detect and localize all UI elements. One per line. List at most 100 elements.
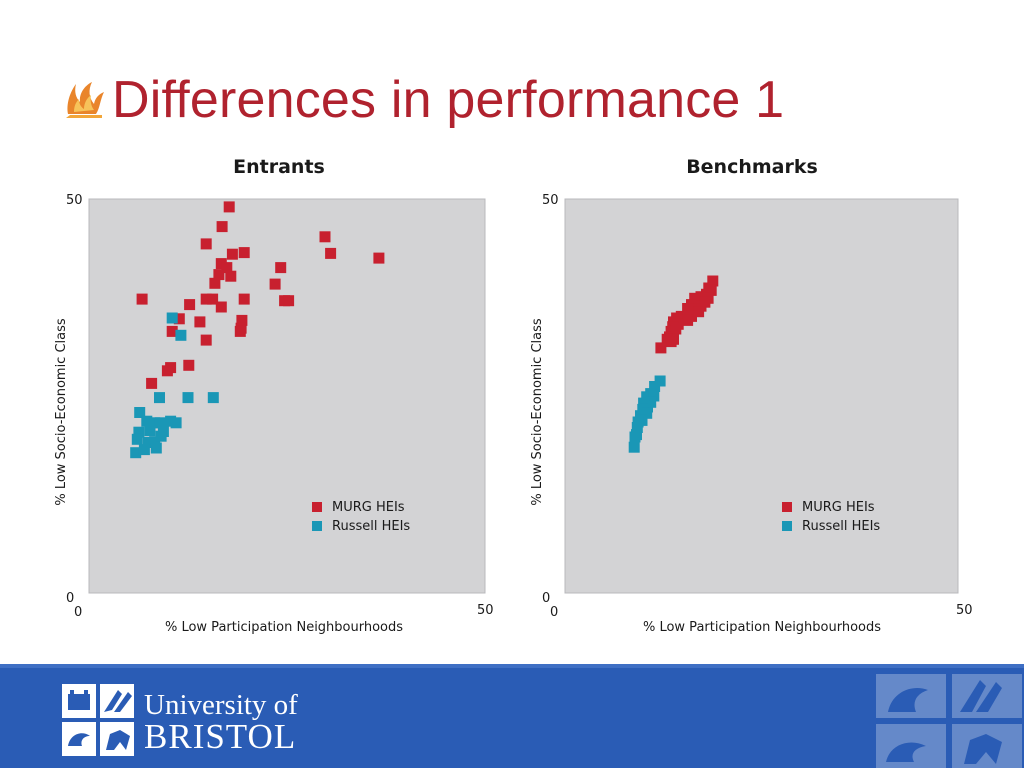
murg-point: [215, 301, 227, 313]
x-tick-min: 0: [74, 605, 82, 620]
y-axis-label: % Low Socio-Economic Class: [54, 318, 69, 506]
russell-point: [628, 441, 640, 453]
murg-point: [682, 314, 694, 326]
russell-point: [154, 417, 166, 429]
legend-swatch-russell: [782, 521, 792, 531]
murg-point: [146, 377, 158, 389]
legend-swatch-russell: [312, 521, 322, 531]
chart-title: Entrants: [233, 156, 325, 178]
x-tick-min: 0: [550, 605, 558, 620]
flame-bullet-icon: [66, 82, 104, 118]
murg-point: [200, 334, 212, 346]
benchmarks-scatter-chart: Benchmarks 50 0 0 50 % Low Participation…: [530, 156, 973, 635]
russell-point: [175, 329, 187, 341]
russell-point: [154, 392, 165, 404]
murg-point: [325, 247, 337, 259]
murg-point: [184, 299, 196, 311]
russell-point: [133, 426, 145, 438]
murg-point: [216, 221, 228, 233]
murg-point: [173, 313, 185, 325]
y-tick-max: 50: [542, 193, 559, 208]
murg-point: [283, 295, 295, 307]
y-tick-min: 0: [542, 591, 550, 606]
footer-bar: University of BRISTOL: [0, 664, 1024, 768]
russell-point: [207, 392, 219, 404]
russell-point: [170, 417, 182, 429]
murg-point: [183, 359, 195, 371]
murg-point: [319, 231, 331, 243]
plot-area: [564, 198, 959, 594]
russell-point: [149, 436, 161, 448]
university-crest-logo: [62, 684, 134, 756]
russell-point: [629, 431, 641, 443]
russell-point: [134, 407, 146, 418]
russell-point: [142, 437, 154, 448]
russell-point: [131, 433, 143, 445]
legend-label-murg: MURG HEIs: [802, 500, 875, 515]
murg-point: [670, 323, 682, 335]
russell-point: [649, 381, 661, 392]
murg-point: [665, 336, 677, 348]
russell-point: [641, 407, 653, 419]
murg-point: [238, 247, 250, 259]
murg-point: [373, 252, 385, 264]
russell-point: [130, 447, 142, 459]
x-axis-label: % Low Participation Neighbourhoods: [643, 620, 881, 635]
university-wordmark: University of BRISTOL: [144, 690, 298, 754]
x-tick-max: 50: [956, 603, 973, 618]
legend-label-russell: Russell HEIs: [802, 519, 880, 534]
legend-label-russell: Russell HEIs: [332, 519, 410, 534]
murg-point: [194, 316, 206, 328]
chart-title: Benchmarks: [686, 156, 818, 178]
russell-point: [144, 425, 156, 437]
murg-point: [213, 269, 225, 281]
russell-point: [155, 430, 167, 442]
legend: MURG HEIs Russell HEIs: [782, 500, 880, 534]
data-points: [130, 201, 385, 459]
murg-point: [207, 293, 219, 305]
y-tick-max: 50: [66, 193, 83, 208]
data-points: [628, 275, 719, 453]
russell-point: [631, 422, 643, 433]
x-tick-max: 50: [477, 603, 494, 618]
murg-point: [221, 262, 233, 274]
slide-title-row: Differences in performance 1: [62, 62, 784, 138]
murg-point: [166, 325, 178, 337]
plot-area: [88, 198, 486, 594]
university-line1: University of: [144, 689, 298, 721]
legend-label-murg: MURG HEIs: [332, 500, 405, 515]
russell-point: [182, 392, 194, 404]
footer-band: [0, 664, 1024, 668]
crest-watermark-icon: [876, 674, 1022, 768]
murg-point: [209, 277, 221, 289]
murg-point: [238, 293, 250, 305]
murg-point: [689, 292, 701, 304]
murg-point: [269, 278, 281, 290]
legend-swatch-murg: [782, 502, 792, 512]
russell-point: [150, 442, 162, 454]
murg-point: [223, 201, 235, 213]
y-axis-label: % Low Socio-Economic Class: [530, 318, 545, 506]
murg-point: [136, 293, 148, 305]
russell-point: [141, 415, 153, 427]
russell-point: [641, 391, 653, 403]
y-tick-min: 0: [66, 591, 74, 606]
russell-point: [648, 390, 660, 402]
murg-point: [236, 314, 248, 326]
murg-point: [275, 262, 287, 274]
murg-point: [226, 248, 238, 260]
entrants-scatter-chart: Entrants 50 0 0 50 % Low Participation N…: [54, 156, 494, 635]
murg-point: [234, 325, 246, 337]
murg-point: [693, 306, 705, 318]
murg-point: [225, 270, 237, 282]
murg-point: [200, 293, 212, 305]
murg-point: [200, 238, 212, 250]
x-axis-label: % Low Participation Neighbourhoods: [165, 620, 403, 635]
murg-point: [655, 342, 667, 354]
legend: MURG HEIs Russell HEIs: [312, 500, 410, 534]
russell-point: [138, 444, 150, 456]
russell-point: [166, 312, 178, 324]
russell-point: [149, 417, 161, 429]
university-line2: BRISTOL: [144, 717, 297, 756]
murg-point: [707, 275, 719, 287]
